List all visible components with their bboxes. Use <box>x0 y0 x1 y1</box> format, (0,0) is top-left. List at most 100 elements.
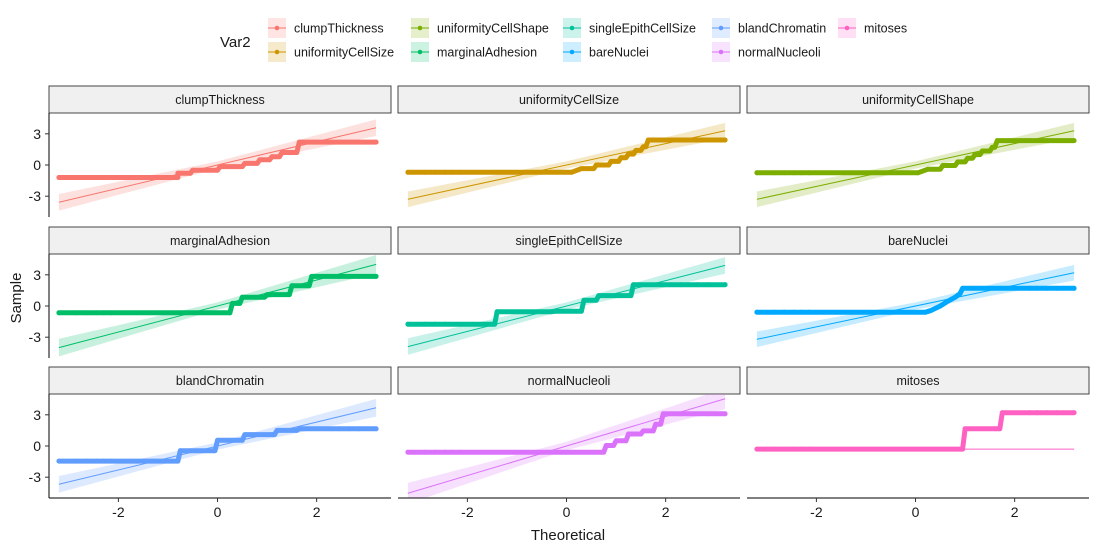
sample-point <box>329 139 334 145</box>
legend-item: mitoses <box>838 18 907 38</box>
sample-point <box>645 137 651 143</box>
sample-point <box>579 166 584 172</box>
sample-point <box>992 144 998 150</box>
legend-item: singleEpithCellSize <box>563 18 696 38</box>
sample-point <box>356 274 362 279</box>
facet-content <box>754 264 1077 348</box>
sample-point <box>432 169 438 175</box>
sample-point <box>73 310 79 316</box>
sample-point <box>150 458 156 464</box>
sample-point <box>608 159 614 164</box>
facet-strip <box>746 85 1090 114</box>
sample-point <box>272 432 277 437</box>
y-tick-label: 3 <box>33 267 41 283</box>
sample-point <box>336 139 342 145</box>
legend-item: uniformityCellSize <box>268 42 394 62</box>
sample-point <box>628 293 634 298</box>
sample-point <box>579 308 584 314</box>
sample-point <box>695 282 701 288</box>
legend-item: marginalAdhesion <box>411 42 537 62</box>
legend-key-point <box>569 49 575 55</box>
sample-point <box>799 446 804 452</box>
facet-strip-label: singleEpithCellSize <box>515 234 622 248</box>
facet-strip <box>48 85 392 114</box>
sample-point <box>611 443 616 448</box>
y-tick-label: 3 <box>33 407 41 423</box>
sample-point <box>257 157 263 163</box>
facet-panel: uniformityCellShape <box>746 85 1090 208</box>
sample-point <box>254 161 260 166</box>
sample-point <box>101 310 106 316</box>
sample-point <box>356 426 362 432</box>
sample-point <box>685 282 691 288</box>
sample-point <box>73 458 79 464</box>
facet-strip-label: clumpThickness <box>175 93 265 107</box>
sample-point <box>972 152 978 158</box>
sample-point <box>227 310 233 316</box>
sample-point <box>93 310 99 316</box>
sample-point <box>242 161 248 166</box>
sample-point <box>593 162 599 168</box>
sample-point <box>1071 138 1077 144</box>
sample-point <box>1027 138 1032 144</box>
sample-point <box>678 411 683 417</box>
sample-point <box>442 449 448 455</box>
sample-point <box>373 426 379 432</box>
sample-point <box>970 155 975 161</box>
facet-panel: clumpThickness 3 0 -3 <box>29 85 392 217</box>
sample-point <box>593 297 599 303</box>
sample-point <box>695 137 701 143</box>
sample-point <box>781 446 787 452</box>
sample-point <box>373 139 379 145</box>
facet-panel: bareNuclei <box>746 226 1090 348</box>
sample-point <box>623 155 629 161</box>
sample-point <box>928 308 933 314</box>
sample-point <box>450 169 455 175</box>
sample-point <box>264 292 270 297</box>
sample-point <box>1027 285 1032 291</box>
sample-point <box>230 301 235 306</box>
sample-point <box>442 169 448 175</box>
facet-content <box>405 394 728 498</box>
sample-point <box>945 298 951 304</box>
sample-point <box>626 431 631 437</box>
sample-point <box>108 175 114 180</box>
sample-point <box>329 274 334 279</box>
sample-point <box>242 432 248 437</box>
sample-point <box>1071 410 1077 416</box>
sample-point <box>1044 410 1050 416</box>
legend-label: uniformityCellShape <box>437 22 549 36</box>
sample-point <box>101 175 106 180</box>
y-tick-label: 3 <box>33 126 41 142</box>
sample-point <box>422 169 428 175</box>
legend-key-point <box>417 25 423 31</box>
legend: Var2 clumpThickness uniformityCellShape sin… <box>220 18 907 62</box>
sample-point <box>190 167 196 173</box>
x-tick-label: 0 <box>563 504 571 520</box>
legend-key-point <box>718 49 724 55</box>
sample-point <box>422 321 428 327</box>
sample-point <box>108 310 114 316</box>
sample-point <box>806 170 812 176</box>
y-tick-label: 0 <box>33 157 41 173</box>
sample-point <box>799 309 804 315</box>
sample-point <box>1071 285 1077 291</box>
sample-point <box>799 170 804 176</box>
sample-point <box>781 309 787 315</box>
sample-point <box>1034 410 1040 416</box>
y-tick-label: 0 <box>33 438 41 454</box>
facet-panel: marginalAdhesion 3 0 -3 <box>29 226 392 358</box>
legend-label: mitoses <box>864 22 907 36</box>
sample-point <box>771 309 777 315</box>
sample-point <box>962 159 968 165</box>
sample-point <box>722 137 728 143</box>
sample-point <box>405 169 411 175</box>
sample-point <box>56 310 62 316</box>
sample-point <box>432 321 438 327</box>
sample-point <box>336 426 342 432</box>
sample-point <box>994 138 1000 144</box>
facet-content <box>56 119 379 211</box>
sample-point <box>650 428 656 434</box>
reference-line <box>407 264 726 348</box>
